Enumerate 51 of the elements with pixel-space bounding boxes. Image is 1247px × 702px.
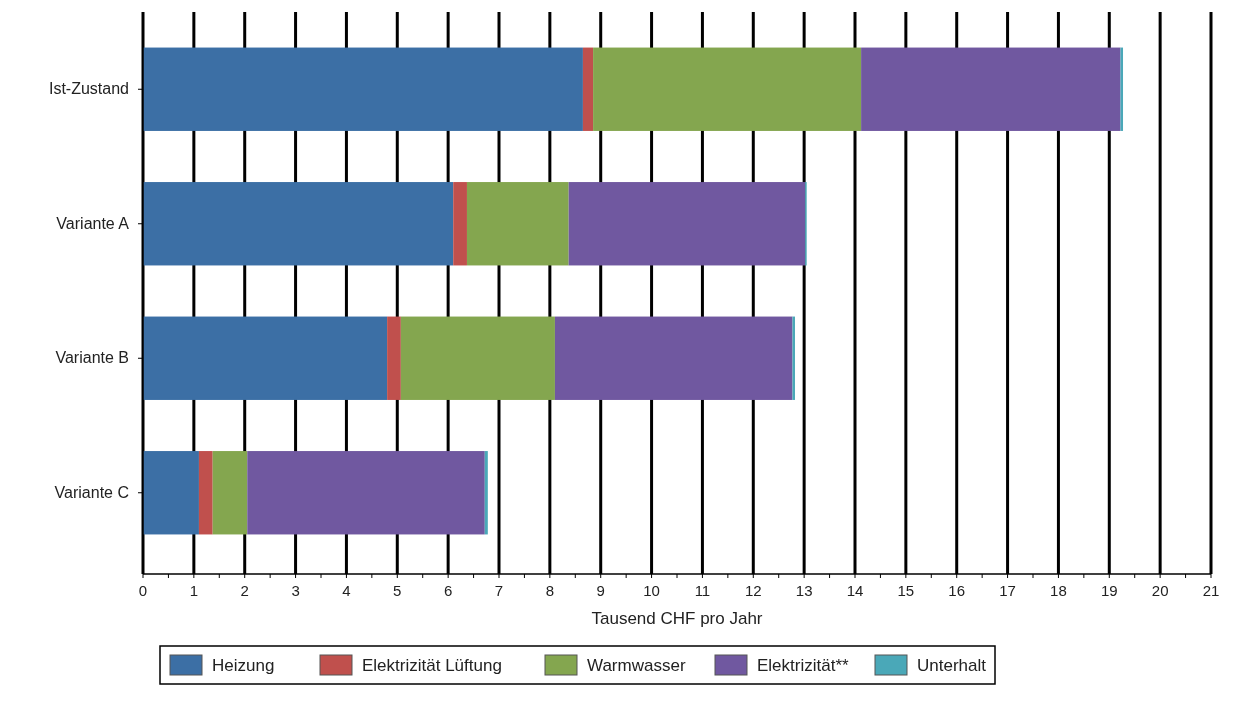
- legend-label: Unterhalt: [917, 656, 987, 675]
- y-tick-label: Ist-Zustand: [48, 80, 129, 98]
- bar: [247, 451, 485, 535]
- bar: [861, 47, 1121, 131]
- x-tick-label: 17: [999, 582, 1016, 599]
- bar: [466, 182, 569, 266]
- bar: [582, 47, 594, 131]
- x-axis-title: Tausend CHF pro Jahr: [591, 609, 763, 628]
- legend-label: Elektrizität Lüftung: [362, 656, 502, 675]
- legend-label: Heizung: [212, 656, 275, 675]
- x-tick-label: 6: [443, 582, 453, 599]
- bar: [568, 182, 806, 266]
- bar: [143, 451, 199, 535]
- x-tick-label: 12: [744, 582, 762, 599]
- x-tick-label: 10: [643, 582, 660, 599]
- bar: [143, 47, 583, 131]
- legend-label: Elektrizität**: [757, 656, 850, 675]
- y-tick-label: Variante B: [55, 349, 129, 367]
- x-tick-label: 15: [897, 582, 915, 599]
- x-tick-label: 20: [1151, 582, 1169, 599]
- bar: [198, 451, 213, 535]
- x-tick-label: 19: [1100, 582, 1118, 599]
- bar: [1120, 47, 1124, 131]
- x-tick-label: 8: [545, 582, 555, 599]
- bar: [143, 316, 388, 400]
- x-tick-label: 21: [1202, 582, 1220, 599]
- y-tick-label: Variante C: [54, 483, 129, 501]
- bar: [453, 182, 467, 266]
- bar: [792, 316, 795, 400]
- legend-label: Warmwasser: [587, 656, 686, 675]
- y-tick-label: Variante A: [56, 214, 130, 232]
- bar: [143, 182, 454, 266]
- bar: [593, 47, 862, 131]
- x-tick-label: 4: [342, 582, 351, 599]
- x-tick-label: 2: [240, 582, 249, 599]
- x-tick-label: 1: [189, 582, 199, 599]
- x-tick-label: 0: [138, 582, 148, 599]
- bar: [212, 451, 248, 535]
- x-tick-label: 18: [1050, 582, 1067, 599]
- bar: [400, 316, 555, 400]
- bar: [387, 316, 401, 400]
- x-tick-label: 16: [948, 582, 966, 599]
- x-tick-label: 13: [795, 582, 813, 599]
- bar: [554, 316, 793, 400]
- bar: [484, 451, 488, 535]
- x-tick-label: 7: [494, 582, 504, 599]
- x-tick-label: 3: [291, 582, 300, 599]
- x-tick-label: 5: [393, 582, 402, 599]
- x-tick-label: 11: [694, 582, 711, 599]
- x-tick-label: 9: [596, 582, 605, 599]
- x-tick-label: 14: [846, 582, 864, 599]
